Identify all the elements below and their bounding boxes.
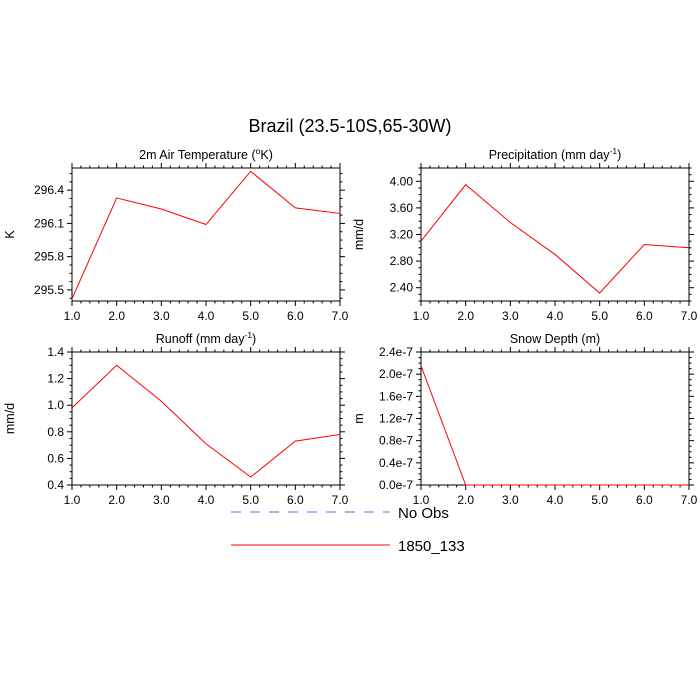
y-tick-label: 3.60 — [390, 201, 414, 215]
panel-title-superscript: o — [256, 146, 261, 156]
panel-runoff: Runoff (mm day-1) mm/d 1.0 2.0 3.0 4.0 5.0 6.0 7… — [3, 330, 349, 507]
x-tick-label: 4.0 — [547, 493, 564, 507]
panel-title-rest: K) — [260, 148, 273, 162]
y-tick-label: 3.20 — [390, 228, 414, 242]
series-line — [420, 183, 690, 294]
panel-title-superscript: -1 — [244, 330, 252, 340]
x-tick-label: 1.0 — [64, 309, 81, 323]
x-tick-label: 3.0 — [502, 493, 519, 507]
series-line — [71, 170, 341, 299]
y-tick-label: 1.2e-7 — [379, 412, 413, 426]
x-tick-label: 1.0 — [413, 493, 430, 507]
series-line — [71, 364, 341, 478]
y-tick-label: 1.2 — [47, 372, 64, 386]
x-tick-label: 7.0 — [332, 493, 349, 507]
y-axis-label: mm/d — [3, 403, 17, 434]
panel-title-rest: ) — [617, 148, 621, 162]
panel-title: 2m Air Temperature (oK) — [139, 146, 273, 162]
x-tick-label: 7.0 — [681, 309, 698, 323]
panel-title: Precipitation (mm day-1) — [489, 146, 622, 162]
y-axis-label: K — [3, 230, 17, 239]
x-tick-label: 6.0 — [287, 493, 304, 507]
x-tick-label: 4.0 — [198, 309, 215, 323]
y-tick-label: 0.0e-7 — [379, 478, 413, 492]
y-tick-label: 0.4 — [47, 478, 64, 492]
x-tick-label: 2.0 — [457, 309, 474, 323]
x-tick-label: 3.0 — [153, 309, 170, 323]
x-tick-label: 5.0 — [591, 493, 608, 507]
series-line — [420, 365, 689, 486]
y-tick-label: 0.6 — [47, 451, 64, 465]
panel-title-superscript: -1 — [610, 146, 618, 156]
x-tick-label: 7.0 — [332, 309, 349, 323]
x-tick-label: 6.0 — [636, 309, 653, 323]
x-tick-label: 1.0 — [64, 493, 81, 507]
panel-title-base: Snow Depth (m) — [510, 332, 600, 346]
y-tick-label: 2.80 — [390, 254, 414, 268]
y-tick-label: 296.4 — [34, 183, 64, 197]
x-tick-label: 2.0 — [108, 493, 125, 507]
x-tick-label: 5.0 — [242, 309, 259, 323]
x-tick-label: 7.0 — [681, 493, 698, 507]
x-tick-label: 3.0 — [502, 309, 519, 323]
legend-label-1850-133: 1850_133 — [398, 538, 465, 555]
x-tick-label: 6.0 — [636, 493, 653, 507]
y-tick-label: 2.0e-7 — [379, 367, 413, 381]
y-tick-label: 0.8e-7 — [379, 434, 413, 448]
panel-title: Snow Depth (m) — [510, 332, 600, 346]
x-tick-label: 3.0 — [153, 493, 170, 507]
y-tick-label: 2.40 — [390, 281, 414, 295]
x-tick-label: 2.0 — [457, 493, 474, 507]
x-tick-label: 4.0 — [198, 493, 215, 507]
y-tick-label: 4.00 — [390, 174, 414, 188]
y-tick-label: 1.4 — [47, 345, 64, 359]
y-tick-label: 0.4e-7 — [379, 456, 413, 470]
y-tick-label: 295.8 — [34, 250, 64, 264]
y-tick-label: 0.8 — [47, 425, 64, 439]
legend-label-no-obs: No Obs — [398, 505, 449, 522]
y-tick-label: 1.0 — [47, 398, 64, 412]
panel-title: Runoff (mm day-1) — [156, 330, 256, 346]
panel-title-rest: ) — [252, 332, 256, 346]
panel-title-base: 2m Air Temperature ( — [139, 148, 256, 162]
x-tick-label: 1.0 — [413, 309, 430, 323]
panel-snow-depth: Snow Depth (m) m 1.0 2.0 3.0 4.0 5.0 6.0 7.0 0.0e… — [352, 332, 698, 507]
y-tick-label: 1.6e-7 — [379, 389, 413, 403]
panel-precipitation: Precipitation (mm day-1) mm/d 1.0 2.0 3.0 4.0… — [352, 146, 698, 323]
panel-title-base: Runoff (mm day — [156, 332, 245, 346]
y-axis-label: mm/d — [352, 219, 366, 250]
x-tick-label: 4.0 — [547, 309, 564, 323]
x-tick-label: 5.0 — [242, 493, 259, 507]
panel-title-base: Precipitation (mm day — [489, 148, 611, 162]
x-tick-label: 2.0 — [108, 309, 125, 323]
panel-air-temperature: 2m Air Temperature (oK) K 1.0 2.0 3.0 4.0 5.0 6… — [3, 146, 349, 323]
x-tick-label: 5.0 — [591, 309, 608, 323]
figure-title: Brazil (23.5-10S,65-30W) — [248, 116, 451, 136]
legend: No Obs 1850_133 — [231, 505, 465, 555]
y-tick-label: 295.5 — [34, 283, 64, 297]
y-tick-label: 296.1 — [34, 216, 64, 230]
y-axis-label: m — [352, 413, 366, 423]
y-tick-label: 2.4e-7 — [379, 345, 413, 359]
x-tick-label: 6.0 — [287, 309, 304, 323]
